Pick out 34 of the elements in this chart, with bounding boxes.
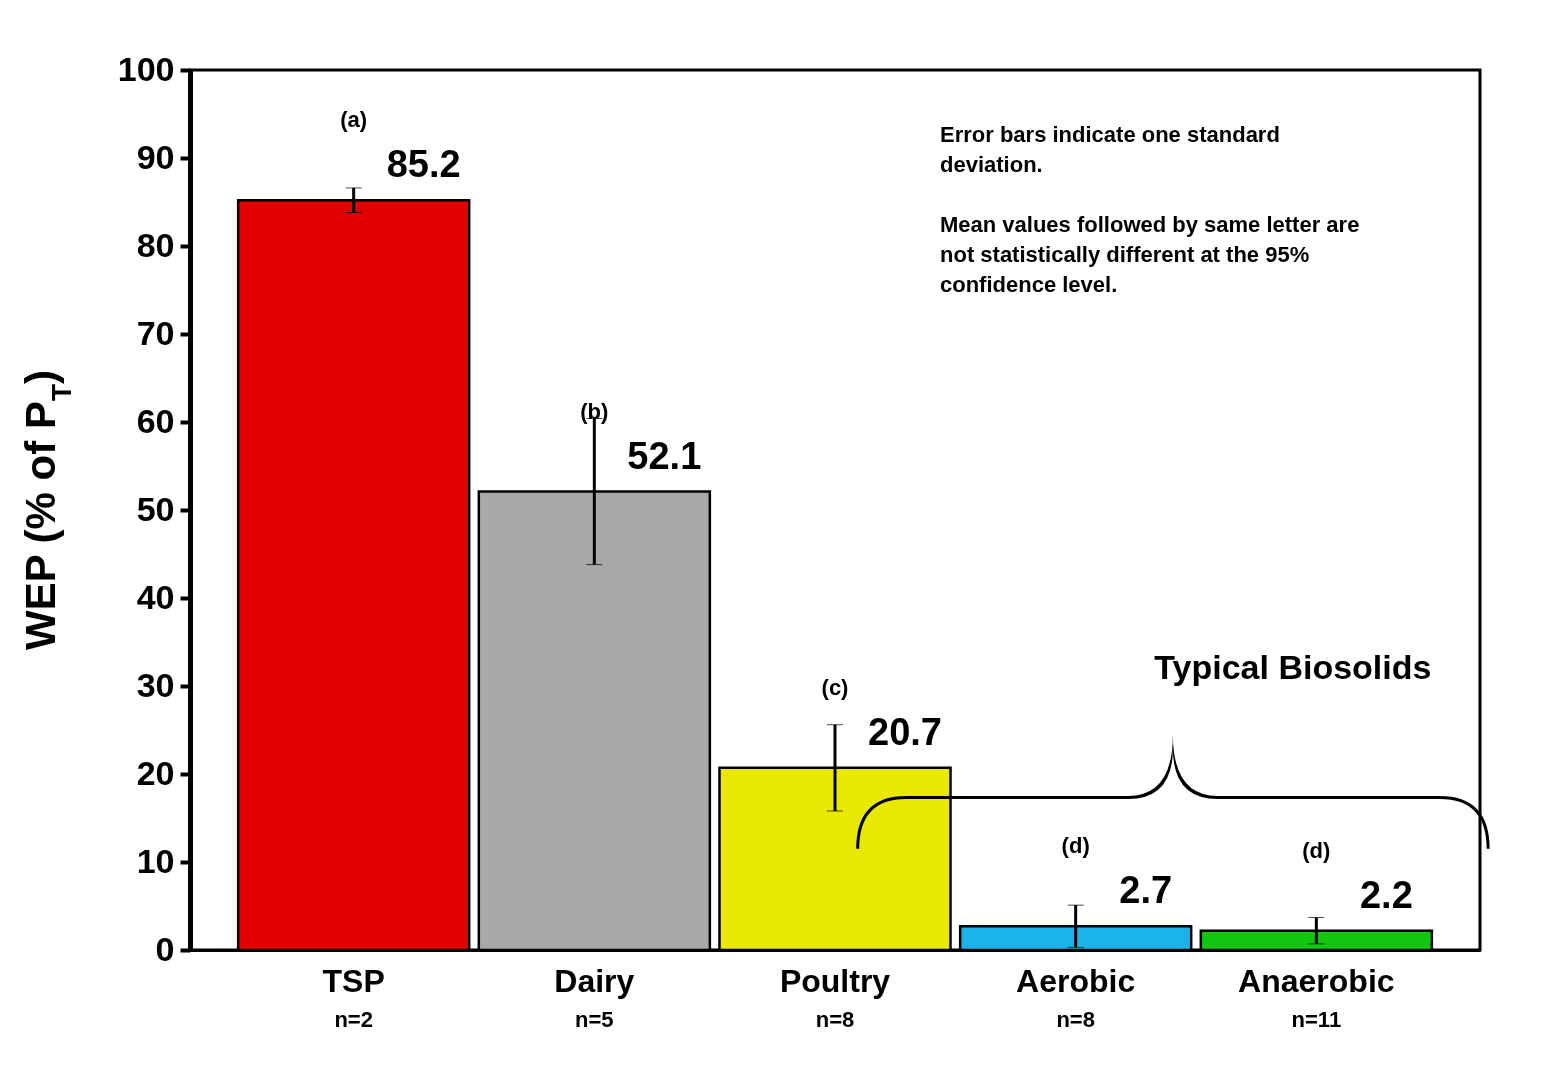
y-tick-label: 90: [136, 137, 175, 176]
y-tick-label: 30: [136, 665, 175, 704]
annotation: (d): [1061, 833, 1090, 859]
y-tick-label: 10: [136, 841, 175, 880]
data-label: 2.7: [1119, 869, 1173, 912]
text: n=2: [334, 1007, 373, 1032]
data-label: 52.1: [627, 434, 702, 477]
y-tick-label: 60: [136, 401, 175, 440]
x-tick-label: TSP: [322, 962, 385, 999]
x-tick-label: Poultry: [779, 962, 891, 999]
text: n=8: [815, 1007, 855, 1032]
annotation: (d): [1302, 837, 1331, 863]
y-tick-label: 20: [136, 753, 175, 792]
text: n=11: [1291, 1007, 1342, 1032]
x-tick-label: Aerobic: [1016, 962, 1136, 999]
data-label: 85.2: [386, 143, 461, 186]
y-tick-label: 40: [136, 577, 175, 616]
text: n=5: [575, 1007, 614, 1032]
x-tick-label: Anaerobic: [1238, 962, 1395, 999]
text: n=8: [1056, 1007, 1095, 1032]
y-tick-label: 50: [136, 489, 175, 528]
y-tick-label: 100: [117, 49, 175, 88]
annotation: Typical Biosolids: [1154, 648, 1432, 687]
y-tick-label: 0: [155, 929, 175, 968]
y-tick-label: 80: [136, 225, 175, 264]
annotation: (c): [821, 674, 849, 700]
annotation: (b): [580, 398, 609, 424]
y-tick-label: 70: [136, 313, 175, 352]
data-label: 2.2: [1359, 873, 1413, 916]
annotation: Mean values followed by same letter are not statistically different at the 95% confidence level.: [940, 212, 1360, 297]
annotation: (a): [340, 107, 368, 133]
annotation: Error bars indicate one standard deviation.: [940, 122, 1280, 177]
data-label: 20.7: [868, 710, 942, 753]
x-tick-label: Dairy: [554, 962, 635, 999]
